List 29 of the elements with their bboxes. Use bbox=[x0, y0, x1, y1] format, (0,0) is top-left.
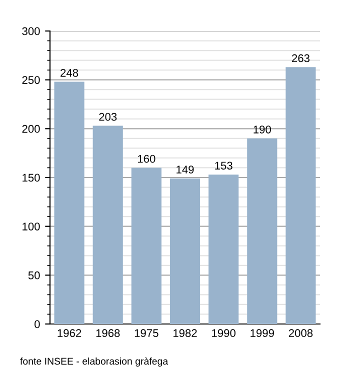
x-tick-label: 1990 bbox=[212, 329, 236, 338]
y-tick-label: 250 bbox=[22, 76, 40, 84]
y-tick-label: 0 bbox=[34, 320, 40, 328]
x-tick-label: 1975 bbox=[134, 329, 158, 338]
y-tick-label: 150 bbox=[22, 174, 40, 182]
y-tick-label: 200 bbox=[22, 124, 40, 133]
y-tick-label: 100 bbox=[22, 222, 40, 230]
bar bbox=[247, 138, 278, 324]
x-tick-label: 1982 bbox=[173, 329, 197, 338]
data-label: 149 bbox=[176, 166, 194, 174]
y-tick-label: 300 bbox=[22, 27, 40, 36]
x-tick-label: 1999 bbox=[250, 329, 274, 338]
y-tick-label: 50 bbox=[28, 271, 40, 280]
data-label: 263 bbox=[292, 54, 310, 62]
bar bbox=[170, 178, 200, 324]
data-label: 160 bbox=[138, 154, 156, 163]
bar bbox=[54, 82, 84, 324]
bar bbox=[92, 126, 123, 324]
bar bbox=[131, 168, 162, 324]
x-tick-label: 1968 bbox=[96, 329, 120, 338]
data-label: 248 bbox=[60, 68, 78, 77]
bar bbox=[286, 67, 316, 324]
data-label: 190 bbox=[254, 126, 271, 134]
x-tick-label: 1962 bbox=[58, 329, 82, 338]
data-label: 203 bbox=[99, 112, 117, 121]
data-label: 153 bbox=[215, 162, 232, 170]
source-note: fonte INSEE - elaborasion gràfega bbox=[20, 357, 168, 367]
bar bbox=[208, 174, 239, 324]
x-tick-label: 2008 bbox=[288, 329, 313, 338]
